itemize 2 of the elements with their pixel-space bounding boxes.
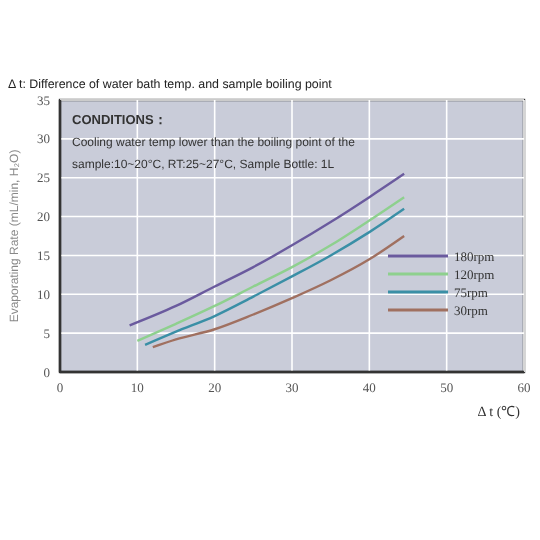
line-series	[151, 234, 406, 349]
line-series	[128, 172, 406, 327]
